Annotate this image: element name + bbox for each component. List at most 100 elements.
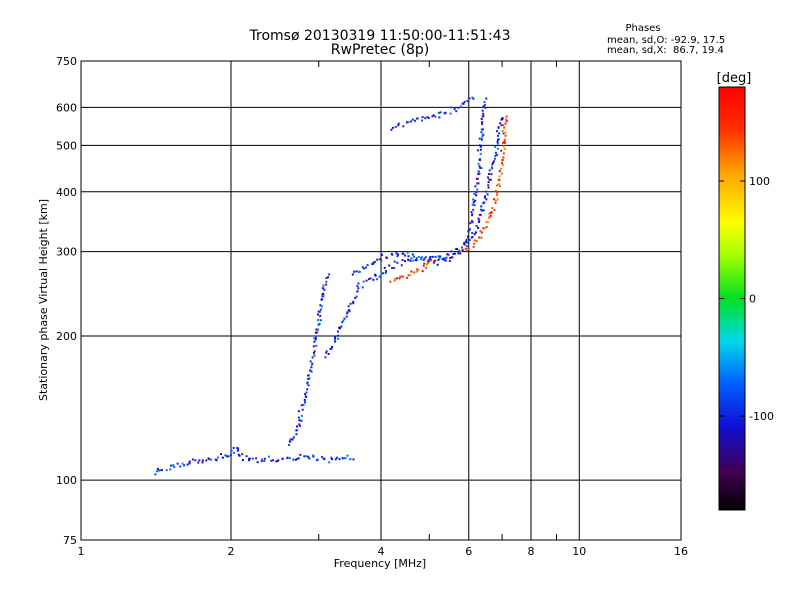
data-point	[311, 362, 314, 365]
chart-subtitle: RwPretec (8p)	[331, 42, 429, 58]
data-point	[188, 460, 191, 463]
data-point	[363, 267, 366, 270]
data-point	[407, 274, 410, 277]
data-point	[334, 336, 337, 339]
data-point	[448, 259, 451, 262]
x-axis-label: Frequency [MHz]	[334, 557, 426, 570]
data-point	[431, 115, 434, 118]
data-point	[352, 458, 355, 461]
data-point	[308, 377, 311, 380]
data-point	[485, 198, 488, 201]
x-tick-label: 6	[465, 545, 472, 558]
data-point	[410, 257, 413, 260]
data-point	[320, 305, 323, 308]
data-point	[474, 199, 477, 202]
data-point	[473, 233, 476, 236]
data-point	[340, 325, 343, 328]
data-point	[322, 292, 325, 295]
data-point	[396, 255, 399, 258]
data-point	[430, 258, 433, 261]
data-point	[479, 148, 482, 151]
data-point	[503, 138, 506, 141]
data-point	[343, 317, 346, 320]
data-point	[459, 250, 462, 253]
data-point	[205, 459, 208, 462]
x-tick-label: 16	[674, 545, 688, 558]
data-point	[459, 252, 462, 255]
data-point	[479, 152, 482, 155]
data-point	[261, 458, 264, 461]
data-point	[198, 459, 201, 462]
x-tick-label: 4	[378, 545, 385, 558]
data-point	[324, 356, 327, 359]
data-point	[310, 366, 313, 369]
data-point	[501, 159, 504, 162]
data-point	[372, 261, 375, 264]
data-point	[376, 278, 379, 281]
data-point	[371, 262, 374, 265]
data-point	[316, 331, 319, 334]
data-point	[397, 122, 400, 125]
data-point	[337, 337, 340, 340]
data-point	[263, 459, 266, 462]
data-point	[241, 453, 244, 456]
x-tick-label: 2	[228, 545, 235, 558]
data-point	[455, 247, 458, 250]
data-point	[431, 255, 434, 258]
data-point	[321, 295, 324, 298]
data-point	[497, 178, 500, 181]
data-point	[471, 231, 474, 234]
data-point	[400, 264, 403, 267]
y-tick-label: 200	[56, 330, 77, 343]
data-point	[465, 238, 468, 241]
data-point	[489, 211, 492, 214]
data-point	[237, 447, 240, 450]
data-point	[320, 455, 323, 458]
data-point	[498, 185, 501, 188]
data-point	[349, 302, 352, 305]
data-point	[275, 460, 278, 463]
data-point	[319, 314, 322, 317]
data-point	[309, 369, 312, 372]
data-point	[471, 220, 474, 223]
data-point	[413, 271, 416, 274]
data-point	[416, 117, 419, 120]
y-axis: 75 100 200 300 400 500 600 750	[56, 55, 77, 547]
data-point	[407, 121, 410, 124]
data-point	[398, 277, 401, 280]
data-point	[483, 101, 486, 104]
data-point	[298, 424, 301, 427]
data-point	[487, 184, 490, 187]
data-point	[412, 259, 415, 262]
data-point	[352, 300, 355, 303]
data-point	[477, 162, 480, 165]
data-point	[335, 456, 338, 459]
data-point	[433, 260, 436, 263]
data-point	[402, 125, 405, 128]
data-point	[325, 283, 328, 286]
data-point	[393, 266, 396, 269]
data-point	[201, 459, 204, 462]
data-point	[478, 236, 481, 239]
data-point	[373, 260, 376, 263]
data-point	[496, 198, 499, 201]
data-point	[395, 277, 398, 280]
data-point	[488, 216, 491, 219]
data-point	[347, 305, 350, 308]
data-point	[201, 461, 204, 464]
data-points	[154, 96, 508, 476]
data-point	[172, 464, 175, 467]
data-point	[173, 466, 176, 469]
data-point	[317, 328, 320, 331]
y-tick-label: 400	[56, 186, 77, 199]
data-point	[466, 99, 469, 102]
data-point	[492, 161, 495, 164]
data-point	[496, 142, 499, 145]
data-point	[230, 454, 233, 457]
colorbar-label: [deg]	[717, 71, 752, 86]
data-point	[325, 350, 328, 353]
data-point	[479, 166, 482, 169]
data-point	[478, 137, 481, 140]
data-point	[401, 275, 404, 278]
